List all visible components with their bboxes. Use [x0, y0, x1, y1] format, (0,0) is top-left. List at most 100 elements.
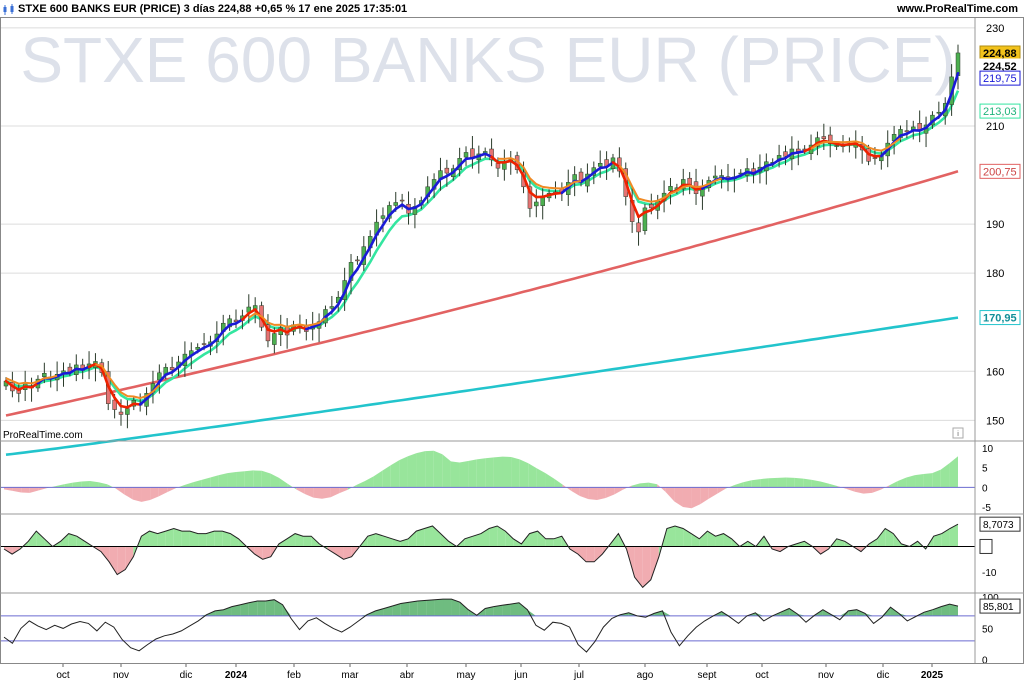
- candle[interactable]: [527, 180, 533, 218]
- indicator-fill: [897, 477, 907, 488]
- candle[interactable]: [700, 179, 705, 210]
- indicator-line: [3, 523, 959, 589]
- ma-fast-segment: [656, 198, 666, 207]
- indicator-fill: [193, 479, 202, 488]
- indicator-last-label: 85,801: [983, 602, 1014, 613]
- indicator-fill: [339, 487, 348, 494]
- candle[interactable]: [744, 158, 750, 182]
- candle[interactable]: [463, 146, 469, 166]
- indicator-fill: [295, 533, 304, 547]
- candle[interactable]: [917, 110, 922, 143]
- candle[interactable]: [783, 145, 788, 166]
- candle[interactable]: [380, 207, 386, 233]
- indicator-fill: [707, 531, 716, 547]
- candle[interactable]: [233, 309, 239, 329]
- time-axis: oct nov dic 2024 feb mar abr may jun jul ago sept oc…: [56, 663, 944, 681]
- overbought-fill: [780, 608, 790, 616]
- candle[interactable]: [597, 150, 603, 178]
- indicator-fill: [322, 487, 331, 499]
- indicator-fill: [304, 487, 314, 498]
- candle[interactable]: [636, 214, 641, 246]
- indicator-fill: [270, 473, 280, 488]
- ma-fast-segment: [215, 329, 225, 341]
- indicator-fill: [408, 531, 417, 547]
- x-tick-label: oct: [755, 670, 769, 681]
- indicator-fill: [675, 525, 684, 547]
- indicator-fill: [683, 528, 692, 547]
- indicator-fill: [189, 531, 199, 547]
- indicator-1-panel[interactable]: 10 5 0 -5: [0, 444, 994, 514]
- candle[interactable]: [118, 399, 124, 426]
- info-icon[interactable]: [952, 427, 964, 439]
- candle[interactable]: [125, 400, 130, 429]
- ma-fast-segment: [177, 359, 187, 369]
- site-link[interactable]: www.ProRealTime.com: [896, 3, 1018, 15]
- candle[interactable]: [489, 138, 494, 167]
- candle[interactable]: [374, 209, 379, 247]
- indicator-fill: [425, 450, 434, 488]
- price-label-ma_100: 200,75: [979, 163, 1021, 179]
- indicator-fill: [715, 533, 724, 547]
- candle[interactable]: [227, 314, 232, 331]
- indicator-fill: [529, 531, 538, 547]
- indicator-fill: [940, 463, 950, 488]
- candle[interactable]: [821, 123, 827, 150]
- candle[interactable]: [540, 188, 545, 220]
- indicator-fill: [76, 536, 85, 547]
- indicator-fill: [167, 487, 176, 493]
- candle[interactable]: [93, 353, 98, 382]
- indicator-fill: [519, 459, 529, 488]
- candle[interactable]: [764, 153, 769, 185]
- price-panel[interactable]: STXE 600 BANKS EUR (PRICE) ProRealTime.co…: [0, 23, 1021, 456]
- indicator-fill: [468, 459, 477, 488]
- candle-body: [355, 259, 360, 262]
- watermark-text: STXE 600 BANKS EUR (PRICE): [20, 24, 955, 96]
- indicator-fill: [141, 487, 151, 502]
- price-label-ma_200: 170,95: [979, 310, 1021, 326]
- indicator-fill: [545, 538, 554, 547]
- candle[interactable]: [438, 157, 443, 191]
- candle[interactable]: [476, 145, 482, 174]
- indicator-fill: [364, 476, 374, 488]
- candle[interactable]: [502, 149, 507, 181]
- indicator-2-panel[interactable]: 0-108,7073: [0, 516, 1021, 589]
- candle[interactable]: [29, 377, 34, 402]
- indicator-fill: [356, 481, 365, 488]
- candle[interactable]: [668, 177, 673, 205]
- candle[interactable]: [534, 189, 539, 218]
- indicator-fill: [743, 480, 752, 488]
- price-label-plain: 224,52: [979, 58, 1021, 74]
- candle[interactable]: [923, 116, 929, 148]
- candle[interactable]: [642, 203, 648, 235]
- indicator-fill: [906, 475, 916, 488]
- price-label-text: 200,75: [983, 166, 1017, 178]
- overbought-fill: [375, 608, 384, 616]
- overbought-fill: [493, 605, 503, 616]
- indicator-fill: [648, 482, 658, 488]
- indicator-3-panel[interactable]: 10050085,801: [0, 593, 1021, 667]
- indicator-fill: [528, 463, 537, 488]
- indicator-fill: [254, 546, 263, 560]
- indicator-fill: [244, 470, 254, 488]
- candle[interactable]: [399, 193, 405, 210]
- indicator-fill: [383, 536, 393, 547]
- candle[interactable]: [444, 159, 450, 187]
- ma-fast-segment: [515, 163, 525, 178]
- candle[interactable]: [955, 44, 961, 90]
- indicator-fill: [777, 477, 787, 488]
- indicator-fill: [915, 473, 924, 488]
- indicator-fill: [132, 487, 142, 502]
- indicator-fill: [751, 479, 761, 488]
- indicator-fill: [12, 487, 22, 493]
- indicator-fill: [375, 533, 384, 547]
- ma-fast-segment: [937, 108, 947, 119]
- candle[interactable]: [355, 255, 360, 265]
- indicator-fill: [115, 487, 125, 495]
- indicator-fill: [125, 546, 134, 570]
- candle[interactable]: [316, 313, 322, 343]
- brand-label: ProRealTime.com: [3, 430, 83, 441]
- indicator-fill: [157, 531, 166, 547]
- candle[interactable]: [687, 172, 692, 195]
- overbought-fill: [485, 606, 494, 616]
- candle[interactable]: [157, 364, 162, 394]
